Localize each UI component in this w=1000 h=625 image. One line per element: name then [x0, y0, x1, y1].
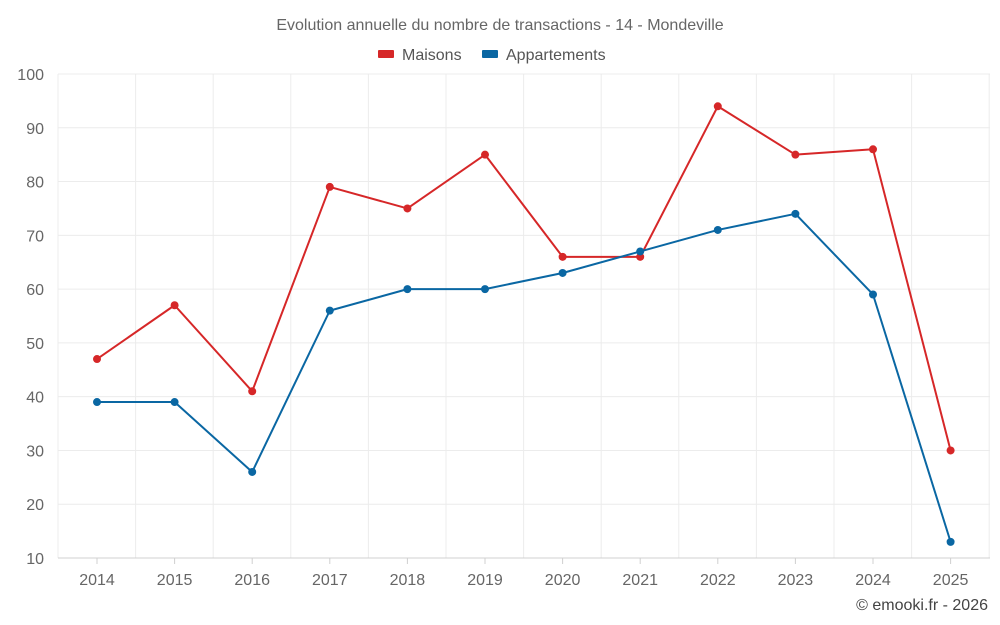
y-tick-label-100: 100: [17, 67, 44, 84]
data-point-maisons-2017[interactable]: [325, 182, 334, 191]
x-tick-label-2015: 2015: [157, 572, 193, 589]
y-tick-label-40: 40: [26, 390, 44, 407]
data-point-maisons-2024[interactable]: [869, 145, 877, 154]
data-point-maisons-2020[interactable]: [558, 252, 567, 261]
data-point-appartements-2019[interactable]: [481, 285, 489, 294]
gridlines: [57, 73, 990, 559]
y-axis: 10 20 30 40 50 60 70 80 90 100: [17, 67, 44, 568]
data-point-appartements-2016[interactable]: [248, 467, 257, 476]
data-point-appartements-2020[interactable]: [558, 268, 567, 277]
x-tick-label-2021: 2021: [622, 572, 658, 589]
data-point-maisons-2015[interactable]: [170, 301, 179, 310]
y-tick-label-10: 10: [26, 551, 44, 568]
x-tick-label-2022: 2022: [700, 572, 736, 589]
y-tick-label-90: 90: [26, 121, 44, 138]
x-tick-label-2023: 2023: [778, 572, 814, 589]
data-point-appartements-2021[interactable]: [636, 247, 645, 256]
x-tick-label-2024: 2024: [855, 572, 891, 589]
x-tick-label-2014: 2014: [79, 572, 115, 589]
chart-title: Evolution annuelle du nombre de transact…: [276, 17, 723, 34]
x-tick-label-2025: 2025: [933, 572, 969, 589]
data-point-appartements-2025[interactable]: [946, 537, 955, 546]
x-tick-label-2018: 2018: [390, 572, 426, 589]
data-point-maisons-2016[interactable]: [248, 387, 257, 396]
y-tick-label-60: 60: [26, 282, 44, 299]
series-line-appartements: [97, 212, 952, 543]
data-point-maisons-2019[interactable]: [481, 150, 489, 159]
x-tick-label-2020: 2020: [545, 572, 581, 589]
data-point-maisons-2023[interactable]: [791, 150, 800, 159]
legend: Maisons Appartements: [378, 47, 606, 64]
data-point-appartements-2017[interactable]: [325, 306, 334, 315]
data-point-appartements-2014[interactable]: [93, 398, 101, 407]
series-line-maisons: [96, 105, 952, 451]
y-tick-label-30: 30: [26, 443, 44, 460]
x-axis: 2014 2015 2016 2017 2018 2019 2020 2021 2022 2023…: [58, 557, 990, 589]
data-point-maisons-2018[interactable]: [403, 204, 412, 213]
data-point-maisons-2014[interactable]: [93, 355, 101, 364]
copyright-text: © emooki.fr - 2026: [856, 597, 988, 614]
x-tick-label-2019: 2019: [467, 572, 503, 589]
data-point-appartements-2024[interactable]: [869, 290, 877, 299]
x-tick-label-2016: 2016: [234, 572, 270, 589]
data-point-appartements-2022[interactable]: [713, 225, 722, 234]
data-point-maisons-2022[interactable]: [713, 102, 722, 111]
series-layer: [93, 102, 955, 546]
data-point-appartements-2018[interactable]: [403, 285, 412, 294]
legend-swatch-appartements: [482, 50, 498, 58]
y-tick-label-20: 20: [26, 497, 44, 514]
x-tick-label-2017: 2017: [312, 572, 348, 589]
y-tick-label-80: 80: [26, 175, 44, 192]
legend-label-appartements[interactable]: Appartements: [506, 47, 606, 64]
y-tick-label-70: 70: [26, 228, 44, 245]
data-point-maisons-2025[interactable]: [946, 446, 955, 455]
data-point-appartements-2023[interactable]: [791, 209, 800, 218]
data-point-appartements-2015[interactable]: [170, 398, 179, 407]
y-tick-label-50: 50: [26, 336, 44, 353]
legend-swatch-maisons: [378, 50, 394, 58]
legend-label-maisons[interactable]: Maisons: [402, 47, 462, 64]
